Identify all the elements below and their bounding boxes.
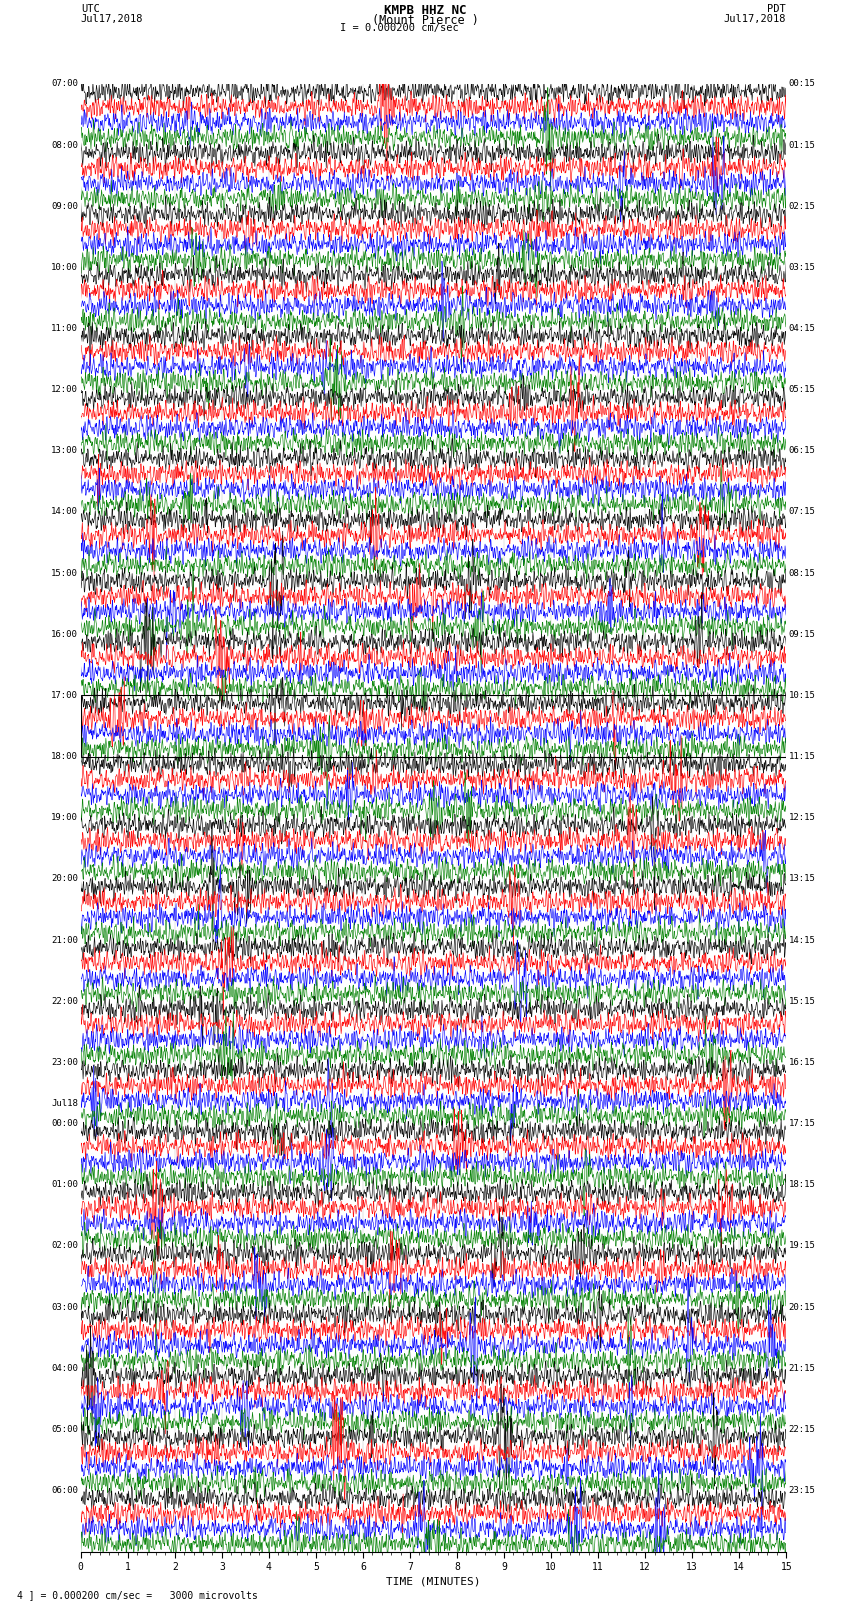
Bar [81, 695, 786, 756]
Text: 11:15: 11:15 [789, 752, 816, 761]
Text: 07:15: 07:15 [789, 508, 816, 516]
Text: 15:15: 15:15 [789, 997, 816, 1007]
Text: 03:00: 03:00 [51, 1303, 78, 1311]
Text: 23:00: 23:00 [51, 1058, 78, 1066]
Text: 15:00: 15:00 [51, 569, 78, 577]
Text: 01:00: 01:00 [51, 1181, 78, 1189]
Text: UTC: UTC [81, 5, 99, 15]
Text: 14:15: 14:15 [789, 936, 816, 945]
Text: 21:00: 21:00 [51, 936, 78, 945]
Text: 02:15: 02:15 [789, 202, 816, 211]
Text: 05:15: 05:15 [789, 386, 816, 394]
Text: 22:15: 22:15 [789, 1424, 816, 1434]
Text: 17:00: 17:00 [51, 690, 78, 700]
Text: 00:00: 00:00 [51, 1119, 78, 1127]
Text: 20:15: 20:15 [789, 1303, 816, 1311]
X-axis label: TIME (MINUTES): TIME (MINUTES) [386, 1576, 481, 1586]
Text: 03:15: 03:15 [789, 263, 816, 273]
Text: 17:15: 17:15 [789, 1119, 816, 1127]
Text: 04:15: 04:15 [789, 324, 816, 332]
Text: 06:00: 06:00 [51, 1486, 78, 1495]
Text: 10:15: 10:15 [789, 690, 816, 700]
Text: 09:15: 09:15 [789, 629, 816, 639]
Text: 04:00: 04:00 [51, 1363, 78, 1373]
Text: I = 0.000200 cm/sec: I = 0.000200 cm/sec [340, 24, 459, 34]
Text: 16:00: 16:00 [51, 629, 78, 639]
Text: Jul18: Jul18 [51, 1098, 78, 1108]
Text: 19:15: 19:15 [789, 1242, 816, 1250]
Text: (Mount Pierce ): (Mount Pierce ) [371, 13, 479, 27]
Text: 06:15: 06:15 [789, 447, 816, 455]
Text: 00:15: 00:15 [789, 79, 816, 89]
Text: 12:00: 12:00 [51, 386, 78, 394]
Text: 12:15: 12:15 [789, 813, 816, 823]
Text: 14:00: 14:00 [51, 508, 78, 516]
Text: 10:00: 10:00 [51, 263, 78, 273]
Text: 20:00: 20:00 [51, 874, 78, 884]
Text: 21:15: 21:15 [789, 1363, 816, 1373]
Text: 19:00: 19:00 [51, 813, 78, 823]
Text: 09:00: 09:00 [51, 202, 78, 211]
Text: 05:00: 05:00 [51, 1424, 78, 1434]
Text: 08:15: 08:15 [789, 569, 816, 577]
Text: Jul17,2018: Jul17,2018 [723, 13, 786, 24]
Text: 07:00: 07:00 [51, 79, 78, 89]
Text: 18:00: 18:00 [51, 752, 78, 761]
Text: 08:00: 08:00 [51, 140, 78, 150]
Text: 01:15: 01:15 [789, 140, 816, 150]
Text: 18:15: 18:15 [789, 1181, 816, 1189]
Text: 16:15: 16:15 [789, 1058, 816, 1066]
Text: 13:00: 13:00 [51, 447, 78, 455]
Text: 11:00: 11:00 [51, 324, 78, 332]
Text: 23:15: 23:15 [789, 1486, 816, 1495]
Text: KMPB HHZ NC: KMPB HHZ NC [383, 5, 467, 18]
Text: 4 ] = 0.000200 cm/sec =   3000 microvolts: 4 ] = 0.000200 cm/sec = 3000 microvolts [17, 1590, 258, 1600]
Text: 02:00: 02:00 [51, 1242, 78, 1250]
Text: 22:00: 22:00 [51, 997, 78, 1007]
Text: Jul17,2018: Jul17,2018 [81, 13, 144, 24]
Text: 13:15: 13:15 [789, 874, 816, 884]
Text: PDT: PDT [768, 5, 786, 15]
